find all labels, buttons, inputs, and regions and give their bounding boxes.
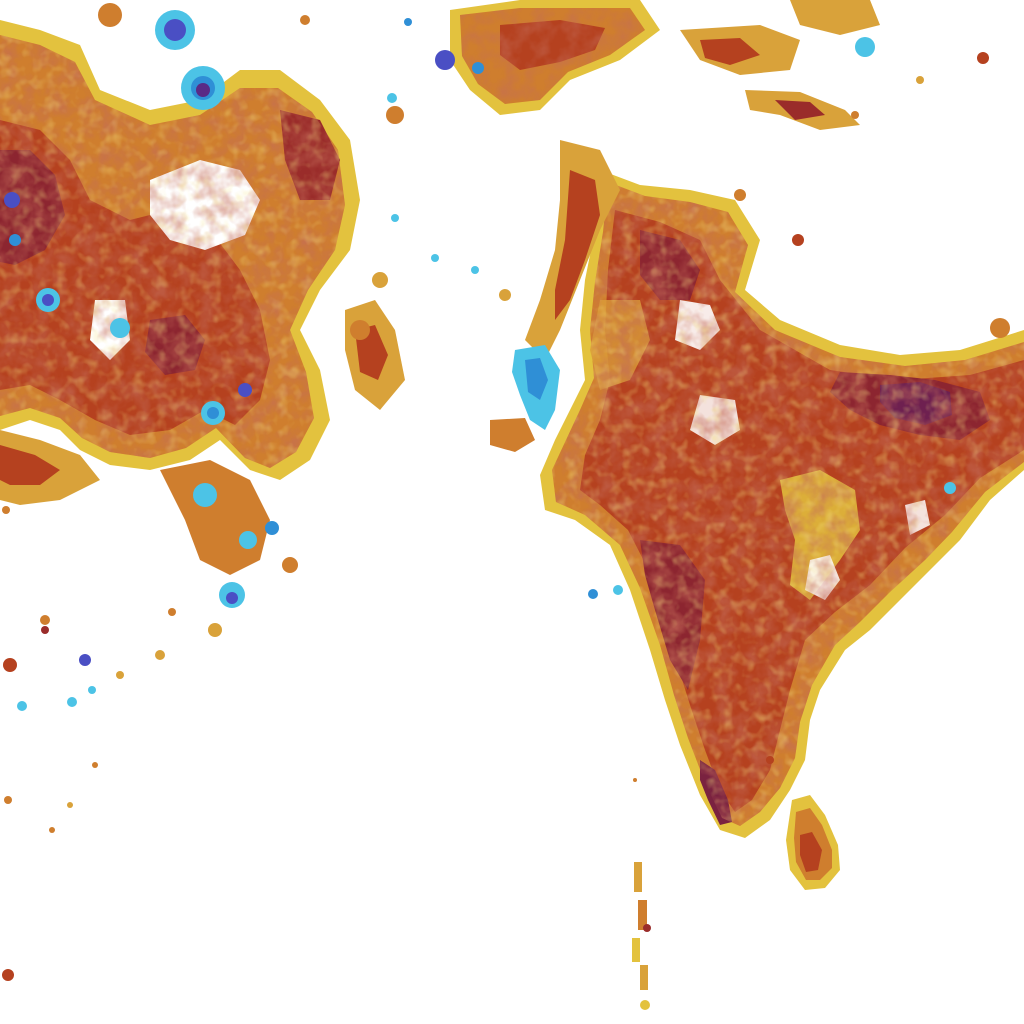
- settlement-dot: [116, 671, 124, 679]
- maldives-atoll: [640, 965, 648, 990]
- yemen-core: [0, 445, 60, 485]
- cold-spot: [9, 234, 21, 246]
- maldives-atoll: [640, 1000, 650, 1010]
- settlement-dot: [208, 623, 222, 637]
- cold-spot: [164, 19, 186, 41]
- region-oman-coast: [345, 300, 405, 410]
- settlement-dot: [41, 626, 49, 634]
- sri-lanka-core: [800, 832, 822, 872]
- cold-spot: [239, 531, 257, 549]
- maldives-atoll: [634, 862, 642, 892]
- settlement-dot: [92, 762, 98, 768]
- settlement-dot: [977, 52, 989, 64]
- maldives-atoll: [632, 938, 640, 962]
- settlement-dot: [40, 615, 50, 625]
- central-asia-strip: [790, 0, 880, 35]
- cold-spot: [17, 701, 27, 711]
- region-arabia: [0, 20, 360, 480]
- settlement-dot: [386, 106, 404, 124]
- settlement-dot: [282, 557, 298, 573]
- male-hotspot: [643, 924, 651, 932]
- settlement-dot: [98, 3, 122, 27]
- cold-spot: [944, 482, 956, 494]
- region-maldives: [632, 862, 651, 1010]
- afghanistan-core: [700, 38, 760, 65]
- settlement-dot: [49, 827, 55, 833]
- settlement-dot: [3, 658, 17, 672]
- settlement-dot: [851, 111, 859, 119]
- cold-spot: [588, 589, 598, 599]
- cold-spots: [4, 10, 956, 711]
- cold-spot: [238, 383, 252, 397]
- settlement-dot: [734, 189, 746, 201]
- cold-spot: [42, 294, 54, 306]
- cold-spot: [4, 192, 20, 208]
- settlement-dot: [4, 796, 12, 804]
- settlement-dot: [372, 272, 388, 288]
- settlement-dot: [2, 969, 14, 981]
- region-iran-north: [450, 0, 880, 130]
- cold-spot: [110, 318, 130, 338]
- settlement-dot: [155, 650, 165, 660]
- cold-spot: [471, 266, 479, 274]
- settlement-dot: [633, 778, 637, 782]
- cold-spot: [88, 686, 96, 694]
- settlement-dot: [792, 234, 804, 246]
- cold-spot: [387, 93, 397, 103]
- north-band-texture: [460, 8, 645, 104]
- pakistan-north-core: [775, 100, 825, 120]
- maldives-atoll: [638, 900, 647, 930]
- cold-spot: [207, 407, 219, 419]
- cold-spot: [79, 654, 91, 666]
- cold-spot: [226, 592, 238, 604]
- kutch-cold-core: [525, 358, 548, 400]
- region-pakistan: [490, 140, 620, 452]
- settlement-dot: [2, 506, 10, 514]
- red-sea-coast: [160, 460, 270, 575]
- settlement-dot: [990, 318, 1010, 338]
- cold-spot: [855, 37, 875, 57]
- cold-spot: [391, 214, 399, 222]
- settlement-dot: [766, 756, 774, 764]
- cold-spot: [196, 83, 210, 97]
- settlement-dot: [168, 608, 176, 616]
- india-texture-light: [552, 182, 1024, 826]
- cold-spot: [435, 50, 455, 70]
- settlement-dot: [916, 76, 924, 84]
- settlement-dot: [350, 320, 370, 340]
- region-indian-subcontinent: [540, 170, 1024, 838]
- cold-spot: [472, 62, 484, 74]
- arabia-texture-light: [0, 35, 345, 468]
- cold-spot: [193, 483, 217, 507]
- indus-core: [555, 170, 600, 320]
- settlement-dot: [300, 15, 310, 25]
- karachi-blob: [490, 418, 535, 452]
- cold-spot: [67, 697, 77, 707]
- cold-spot: [431, 254, 439, 262]
- settlement-dot: [67, 802, 73, 808]
- settlement-dot: [499, 289, 511, 301]
- scattered-dots: [2, 3, 1010, 981]
- region-sri-lanka: [786, 795, 840, 890]
- cold-spot: [265, 521, 279, 535]
- cold-spot: [404, 18, 412, 26]
- cold-spot: [613, 585, 623, 595]
